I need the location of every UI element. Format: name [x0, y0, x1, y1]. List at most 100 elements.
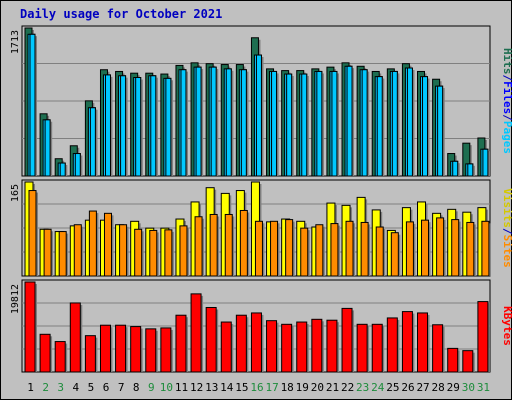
bar-kbytes-day-22 [341, 307, 353, 373]
panel-2: 165 Visits/Sites [10, 179, 512, 277]
bar-sites-day-10 [164, 229, 173, 277]
y-max-label: 19812 [10, 284, 21, 314]
bar-kbytes-day-28 [432, 324, 444, 373]
bar-sites-day-25 [390, 232, 399, 277]
bar-sites-day-23 [360, 221, 369, 277]
legend-visits: Visits [501, 188, 512, 228]
bar-sites-day-21 [330, 223, 339, 277]
bar-sites-day-12 [194, 216, 203, 277]
legend-hits: Hits [501, 48, 512, 75]
day-label-8: 8 [133, 381, 140, 394]
bar-pages-day-11 [180, 69, 187, 177]
bar-kbytes-day-5 [84, 335, 96, 373]
day-label-21: 21 [326, 381, 339, 394]
day-label-26: 26 [401, 381, 414, 394]
bar-sites-day-1 [28, 190, 37, 277]
bar-pages-day-14 [225, 68, 232, 177]
bar-sites-day-16 [254, 220, 263, 277]
bar-sites-day-26 [405, 221, 414, 277]
day-label-11: 11 [175, 381, 188, 394]
day-label-6: 6 [103, 381, 110, 394]
series-legend: Hits/Files/Pages [501, 48, 512, 154]
legend-separator: / [501, 114, 512, 121]
bar-kbytes-day-26 [401, 311, 413, 373]
day-label-15: 15 [235, 381, 248, 394]
legend-sites: Sites [501, 235, 512, 268]
bar-kbytes-day-2 [39, 333, 51, 373]
bar-pages-day-12 [195, 66, 202, 177]
day-label-25: 25 [386, 381, 399, 394]
day-label-28: 28 [432, 381, 445, 394]
bar-kbytes-day-11 [175, 314, 187, 373]
day-axis: 1 2 3 4 5 6 7 8 9 10 11 12 13 14 15 16 17 18 19 20 21 22 23 24 2… [27, 381, 490, 394]
bar-sites-day-13 [209, 213, 218, 277]
bar-sites-day-3 [58, 231, 67, 277]
bar-pages-day-8 [135, 77, 142, 177]
bar-pages-day-3 [59, 162, 66, 177]
bar-kbytes-day-9 [145, 328, 157, 373]
bar-sites-day-20 [315, 224, 324, 277]
legend-separator: / [501, 228, 512, 235]
bar-kbytes-day-30 [462, 350, 474, 373]
day-label-7: 7 [118, 381, 125, 394]
y-max-label: 165 [10, 184, 21, 202]
bar-kbytes-day-17 [266, 320, 278, 373]
day-label-14: 14 [220, 381, 234, 394]
day-label-24: 24 [371, 381, 385, 394]
chart-title: Daily usage for October 2021 [20, 7, 222, 21]
bar-kbytes-day-1 [24, 281, 36, 373]
day-label-13: 13 [205, 381, 218, 394]
bar-kbytes-day-24 [371, 323, 383, 373]
bar-kbytes-day-13 [205, 306, 217, 373]
bar-pages-day-25 [391, 70, 398, 177]
bar-pages-day-19 [301, 73, 308, 177]
day-label-23: 23 [356, 381, 369, 394]
bar-sites-day-6 [103, 212, 112, 277]
bar-pages-day-6 [104, 74, 111, 177]
bar-pages-day-27 [422, 76, 429, 177]
bar-kbytes-day-14 [220, 321, 232, 373]
bar-sites-day-30 [466, 221, 475, 277]
bar-kbytes-day-7 [115, 324, 127, 373]
bar-pages-day-26 [406, 67, 413, 177]
bar-sites-day-8 [134, 228, 143, 277]
bar-kbytes-day-8 [130, 326, 142, 373]
day-label-3: 3 [57, 381, 64, 394]
series-legend: KBytes [501, 306, 512, 346]
bar-pages-day-10 [165, 77, 172, 177]
bar-sites-day-28 [436, 217, 445, 277]
bar-pages-day-29 [452, 160, 459, 177]
bar-pages-day-9 [150, 75, 157, 177]
day-label-31: 31 [477, 381, 490, 394]
day-label-17: 17 [265, 381, 278, 394]
day-label-16: 16 [250, 381, 263, 394]
bar-kbytes-day-19 [296, 321, 308, 373]
legend-files: Files [501, 81, 512, 114]
bar-sites-day-14 [224, 213, 233, 277]
day-label-30: 30 [462, 381, 475, 394]
bar-pages-day-7 [120, 75, 127, 177]
bar-kbytes-day-15 [235, 314, 247, 373]
panel-3: 19812 KBytes [10, 279, 512, 373]
bar-sites-day-17 [270, 220, 279, 277]
bar-pages-day-21 [331, 70, 338, 177]
day-label-27: 27 [416, 381, 429, 394]
bar-sites-day-4 [73, 224, 82, 277]
day-label-2: 2 [42, 381, 49, 394]
bar-pages-day-1 [29, 33, 36, 177]
bar-pages-day-15 [240, 69, 247, 177]
bar-kbytes-day-12 [190, 293, 202, 373]
day-label-19: 19 [296, 381, 309, 394]
bar-sites-day-27 [421, 219, 430, 277]
bar-pages-day-4 [74, 153, 81, 177]
bar-pages-day-30 [467, 163, 474, 177]
bar-kbytes-day-27 [417, 312, 429, 373]
bar-kbytes-day-4 [69, 302, 81, 373]
day-label-20: 20 [311, 381, 324, 394]
series-legend: Visits/Sites [501, 188, 512, 268]
bar-sites-day-11 [179, 225, 188, 277]
bar-sites-day-24 [375, 226, 384, 277]
bar-kbytes-day-21 [326, 319, 338, 373]
